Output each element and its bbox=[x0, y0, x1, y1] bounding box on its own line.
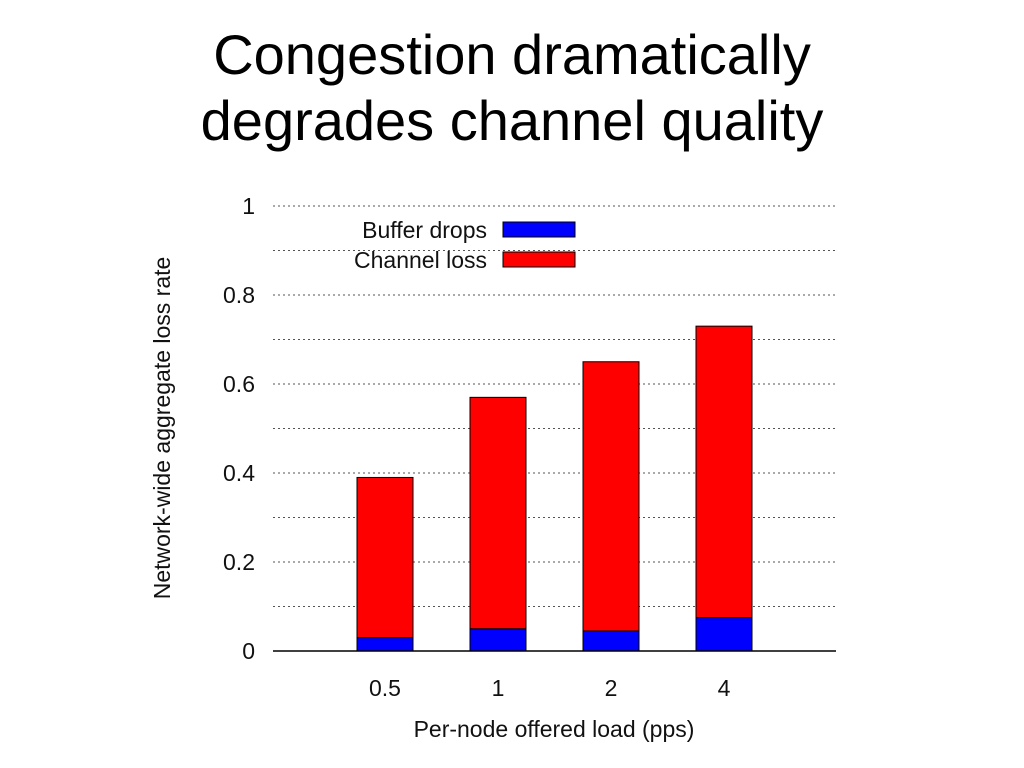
y-tick-label: 0.8 bbox=[223, 282, 255, 308]
legend-swatch bbox=[502, 221, 576, 238]
bar-channel-loss bbox=[469, 396, 527, 630]
slide-title-line-1: Congestion dramatically bbox=[213, 23, 811, 86]
bar-channel-loss bbox=[356, 476, 414, 639]
bar-channel-loss bbox=[695, 325, 753, 619]
x-tick-label: 1 bbox=[492, 675, 505, 701]
x-tick-labels: 0.5 1 2 4 bbox=[369, 675, 731, 701]
grid-lines bbox=[273, 205, 836, 607]
y-axis-label: Network-wide aggregate loss rate bbox=[149, 257, 175, 600]
bar-buffer-drops bbox=[469, 628, 527, 652]
legend-label: Channel loss bbox=[354, 247, 487, 273]
bar-buffer-drops bbox=[356, 637, 414, 652]
legend-swatch bbox=[502, 251, 576, 268]
x-tick-label: 2 bbox=[605, 675, 618, 701]
y-tick-label: 0.4 bbox=[223, 460, 255, 486]
stacked-bars bbox=[356, 325, 753, 652]
bar-buffer-drops bbox=[582, 630, 640, 652]
slide-title-line-2: degrades channel quality bbox=[200, 89, 824, 152]
x-tick-label: 0.5 bbox=[369, 675, 401, 701]
y-tick-labels: 0 0.2 0.4 0.6 0.8 1 bbox=[223, 193, 255, 664]
bar-buffer-drops bbox=[695, 617, 753, 652]
slide-title: Congestion dramatically degrades channel… bbox=[0, 22, 1024, 154]
bar-channel-loss bbox=[582, 361, 640, 632]
x-axis-label: Per-node offered load (pps) bbox=[414, 716, 695, 742]
y-tick-label: 0.2 bbox=[223, 549, 255, 575]
legend-label: Buffer drops bbox=[362, 217, 487, 243]
x-tick-label: 4 bbox=[718, 675, 731, 701]
y-tick-label: 0.6 bbox=[223, 371, 255, 397]
legend: Buffer drops Channel loss bbox=[354, 217, 576, 273]
y-tick-label: 1 bbox=[242, 193, 255, 219]
y-tick-label: 0 bbox=[242, 638, 255, 664]
